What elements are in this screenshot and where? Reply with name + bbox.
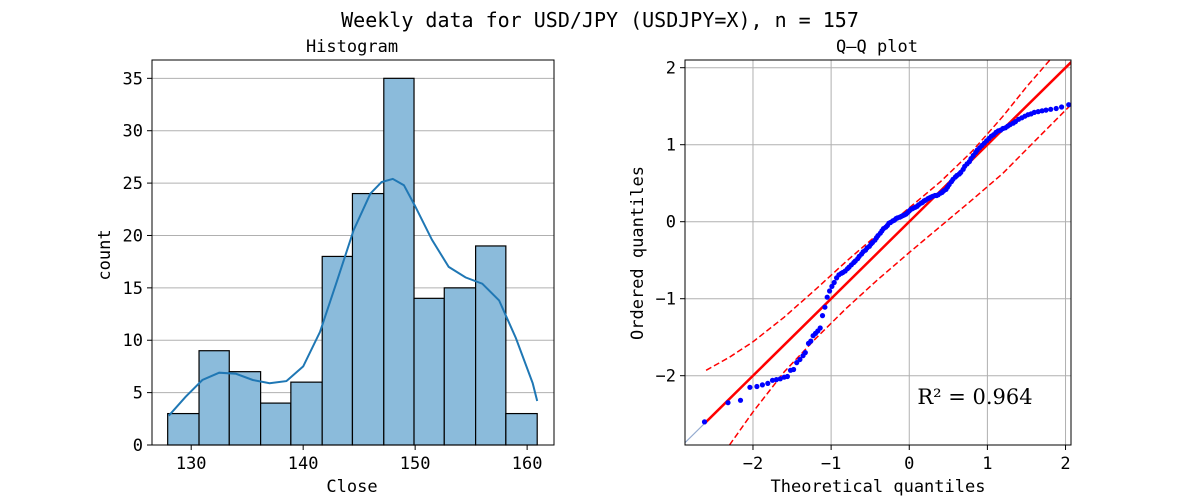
qq-point [1043, 107, 1049, 113]
qq-point [737, 397, 744, 403]
qq-x-ticks: −2 −1 0 1 2 [743, 445, 1071, 474]
qq-y-tick-label: −2 [656, 367, 676, 387]
qq-point [1039, 108, 1045, 114]
histogram-bar [505, 412, 538, 446]
qq-point [1059, 104, 1065, 110]
qq-point [794, 360, 800, 366]
qq-point [827, 288, 833, 294]
qq-x-tick-label: −2 [743, 454, 763, 474]
histogram-y-label: count [95, 229, 115, 280]
qq-point [1035, 109, 1041, 115]
histogram-x-tick-label: 140 [288, 454, 319, 474]
qq-point [754, 383, 760, 390]
qq-y-ticks: −2 −1 0 1 2 [656, 59, 685, 387]
histogram-bar [383, 77, 415, 446]
histogram-y-tick-label: 10 [123, 331, 143, 351]
qq-point [701, 419, 708, 425]
histogram-panel: Histogram 130 140 150 160 0 5 10 15 20 25 30 35 Cl… [95, 37, 555, 497]
qq-axes-frame [684, 59, 1072, 446]
qq-point [784, 373, 791, 380]
qq-point [773, 377, 780, 383]
qq-x-label: Theoretical quantiles [771, 477, 986, 497]
histogram-x-tick-label: 130 [176, 454, 207, 474]
qq-confidence-upper [705, 60, 1051, 371]
qq-x-tick-label: −1 [821, 454, 841, 474]
qq-title: Q–Q plot [836, 37, 918, 57]
histogram-bar [228, 371, 262, 446]
histogram-y-ticks: 0 5 10 15 20 25 30 35 [123, 69, 152, 456]
histogram-x-label: Close [326, 477, 377, 497]
qq-point [1031, 109, 1037, 115]
histogram-y-tick-label: 25 [123, 174, 143, 194]
histogram-y-tick-label: 20 [123, 226, 143, 246]
qq-point [791, 366, 797, 373]
qq-point [797, 356, 803, 363]
qq-point [824, 294, 830, 300]
kde-curve [168, 177, 539, 417]
qq-point [725, 400, 731, 406]
qq-panel: Q–Q plot −2 −1 0 1 2 −2 −1 0 1 2 R² = 0.964 Theo… [628, 37, 1072, 497]
qq-r-squared-annotation: R² = 0.964 [917, 385, 1032, 409]
qq-fit-line [703, 60, 1071, 425]
histogram-axes-frame [151, 59, 555, 446]
histogram-y-tick-label: 15 [123, 279, 143, 299]
figure-title: Weekly data for USD/JPY (USDJPY=X), n = … [341, 8, 859, 32]
histogram-y-tick-label: 35 [123, 69, 143, 89]
histogram-bar [443, 287, 477, 446]
qq-point [769, 377, 776, 383]
qq-point [1053, 105, 1059, 112]
histogram-y-tick-label: 0 [133, 436, 143, 456]
qq-point [831, 279, 837, 286]
qq-point [808, 338, 814, 344]
histogram-y-tick-label: 5 [133, 384, 143, 404]
histogram-x-tick-label: 160 [512, 454, 543, 474]
qq-point [829, 283, 835, 289]
qq-gridlines [685, 60, 1071, 445]
qq-points [701, 102, 1071, 425]
histogram-title: Histogram [306, 37, 398, 57]
qq-point [765, 380, 771, 386]
qq-x-tick-label: 0 [904, 454, 914, 474]
histogram-bar [260, 402, 292, 446]
histogram-bar [351, 192, 385, 446]
histogram-bar [321, 255, 354, 446]
qq-y-tick-label: −1 [656, 290, 676, 310]
qq-point [822, 304, 828, 310]
histogram-bar [167, 412, 200, 446]
histogram-bar [198, 350, 230, 446]
qq-point [817, 325, 823, 331]
histogram-x-tick-label: 150 [400, 454, 431, 474]
qq-point [777, 376, 783, 382]
histogram-y-tick-label: 30 [123, 122, 143, 142]
histogram-kde [168, 177, 539, 417]
qq-x-tick-label: 1 [982, 454, 992, 474]
qq-point [759, 382, 766, 388]
histogram-x-ticks: 130 140 150 160 [176, 445, 543, 474]
histogram-bar [290, 381, 323, 446]
qq-point [1048, 106, 1054, 112]
qq-y-label: Ordered quantiles [628, 166, 648, 340]
qq-y-tick-label: 1 [666, 136, 676, 156]
qq-point [1066, 102, 1071, 108]
qq-x-tick-label: 2 [1060, 454, 1070, 474]
qq-point [819, 313, 826, 319]
qq-point [802, 350, 808, 356]
histogram-bar [475, 245, 507, 446]
qq-point [747, 384, 753, 390]
histogram-bar [413, 297, 445, 446]
qq-y-tick-label: 2 [666, 59, 676, 79]
qq-y-tick-label: 0 [666, 213, 676, 233]
